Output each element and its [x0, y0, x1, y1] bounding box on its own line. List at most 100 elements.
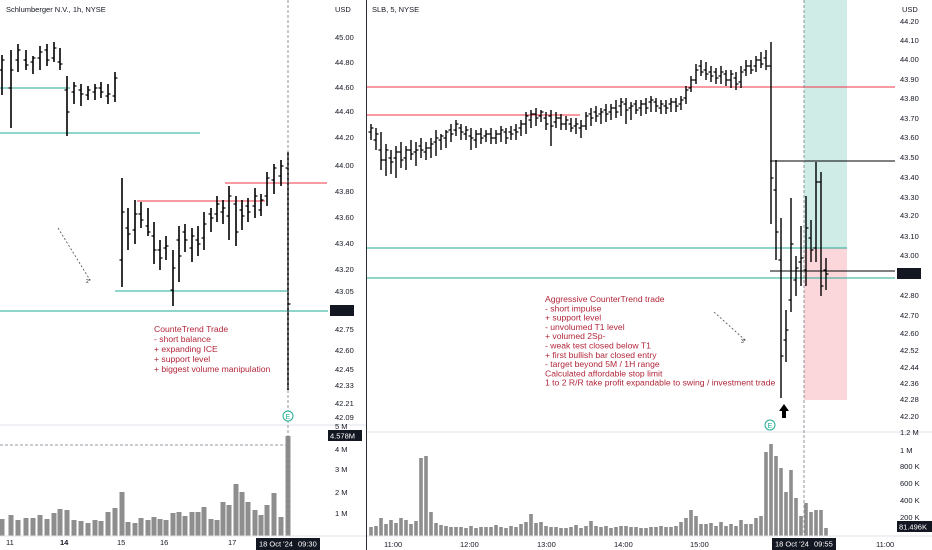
time-tick-label: 14:00 — [614, 540, 633, 549]
price-tick-label: 42.70 — [900, 311, 919, 320]
ohlc-bar — [51, 42, 57, 62]
volume-bar — [709, 523, 713, 536]
ohlc-bar — [373, 128, 379, 150]
ohlc-bar — [503, 128, 509, 144]
volume-bar — [779, 468, 783, 536]
volume-bar — [794, 498, 798, 536]
ohlc-bar — [788, 198, 794, 312]
right-volume-tag-bg — [897, 521, 932, 532]
ohlc-bar — [125, 208, 131, 250]
volume-bar — [138, 518, 144, 536]
volume-bar — [744, 524, 748, 536]
ohlc-bar — [220, 200, 226, 224]
volume-bar — [714, 526, 718, 536]
right-time-tag-bg — [772, 538, 836, 550]
volume-bar — [449, 527, 453, 536]
volume-bar — [594, 526, 598, 536]
ohlc-bar — [673, 98, 679, 112]
time-tick-label: 12:00 — [460, 540, 479, 549]
volume-bar — [499, 527, 503, 536]
price-tick-label: 42.33 — [335, 381, 354, 390]
volume-bar — [589, 521, 593, 536]
price-tick-label: 200 K — [900, 513, 920, 522]
ohlc-bar — [563, 116, 569, 130]
left-annotation: CounteTrend Trade - short balance + expa… — [154, 324, 271, 374]
volume-bar — [824, 528, 828, 536]
ohlc-bar — [30, 56, 36, 74]
volume-bar — [454, 527, 458, 536]
svg-text:E: E — [768, 423, 773, 430]
ohlc-bar — [138, 202, 144, 228]
ohlc-bar — [201, 212, 207, 250]
right-time-axis[interactable]: 11:00 12:00 13:00 14:00 15:00 11:00 — [384, 540, 894, 549]
right-chart-title[interactable]: SLB, 5, NYSE — [372, 5, 419, 14]
right-price-scale[interactable]: 44.20 44.10 44.00 43.90 43.80 43.70 43.60 43.50… — [900, 17, 919, 421]
ohlc-bar — [708, 66, 714, 82]
left-time-axis[interactable]: 11 14 15 16 17 — [6, 538, 236, 547]
ohlc-bar — [643, 98, 649, 114]
volume-bar — [374, 526, 378, 536]
ohlc-bar — [813, 162, 819, 262]
volume-bar — [809, 512, 813, 536]
right-annotation-line: - target beyond 5M / 1H range — [545, 359, 660, 369]
price-tick-label: 43.20 — [900, 211, 919, 220]
ohlc-bar — [0, 55, 5, 95]
volume-bar — [64, 510, 70, 536]
left-chart-panel[interactable]: 2* CounteTrend Trade - short balance + e… — [0, 0, 366, 550]
time-tick-label: 16 — [160, 538, 168, 547]
left-time-tag-date: 18 Oct '24 — [259, 540, 293, 549]
price-tick-label: 44.00 — [900, 55, 919, 64]
volume-bar — [119, 492, 125, 536]
right-annotation: Aggressive CounterTrend trade - short im… — [545, 294, 775, 388]
price-tick-label: 42.80 — [900, 291, 919, 300]
volume-bar — [489, 527, 493, 536]
right-chart-panel[interactable]: 3* Aggressive CounterTrend trade - short… — [367, 0, 932, 550]
time-tick-label: 11:00 — [384, 540, 402, 549]
left-currency-label[interactable]: USD — [335, 5, 351, 14]
left-chart-title[interactable]: Schlumberger N.V., 1h, NYSE — [6, 5, 106, 14]
volume-bar — [799, 516, 803, 536]
ohlc-bar — [423, 142, 429, 160]
right-currency-label[interactable]: USD — [902, 5, 918, 14]
ohlc-bar — [233, 196, 239, 246]
price-tick-label: 44.10 — [900, 36, 919, 45]
price-tick-label: 43.30 — [900, 193, 919, 202]
ohlc-bar — [98, 82, 104, 98]
volume-bar — [664, 527, 668, 536]
ohlc-bar — [478, 128, 484, 144]
volume-bar — [564, 528, 568, 536]
ohlc-bar — [733, 72, 739, 90]
ohlc-bar — [528, 110, 534, 128]
volume-bar — [264, 505, 270, 536]
volume-bar — [369, 527, 373, 536]
right-ohlc-bars — [368, 42, 829, 398]
ohlc-bar — [132, 200, 138, 244]
ohlc-bar — [608, 104, 614, 120]
ohlc-bar — [23, 50, 29, 70]
volume-bar — [125, 522, 131, 536]
right-annotation-line: - weak test closed below T1 — [545, 341, 651, 351]
ohlc-bar — [793, 256, 799, 296]
left-earnings-icon[interactable]: E — [282, 410, 294, 422]
volume-bar — [784, 492, 788, 536]
ohlc-bar — [513, 124, 519, 140]
ohlc-bar — [493, 130, 499, 144]
ohlc-bar — [678, 96, 684, 110]
volume-bar — [764, 452, 768, 536]
volume-bar — [233, 484, 239, 536]
volume-bar — [579, 528, 583, 536]
volume-bar — [105, 512, 111, 536]
left-price-scale[interactable]: 45.00 44.80 44.60 44.40 44.20 44.00 43.80 43.60… — [335, 33, 354, 422]
left-time-tag-time: 09:30 — [298, 540, 317, 549]
volume-bar — [639, 528, 643, 536]
ohlc-bar — [728, 70, 734, 88]
time-tick-label: 13:00 — [537, 540, 556, 549]
volume-bar — [170, 513, 176, 536]
ohlc-bar — [568, 118, 574, 132]
right-earnings-icon[interactable]: E — [764, 419, 776, 431]
volume-bar — [157, 519, 163, 536]
take-profit-zone — [804, 0, 847, 248]
ohlc-bar — [182, 224, 188, 252]
price-tick-label: 42.44 — [900, 363, 919, 372]
